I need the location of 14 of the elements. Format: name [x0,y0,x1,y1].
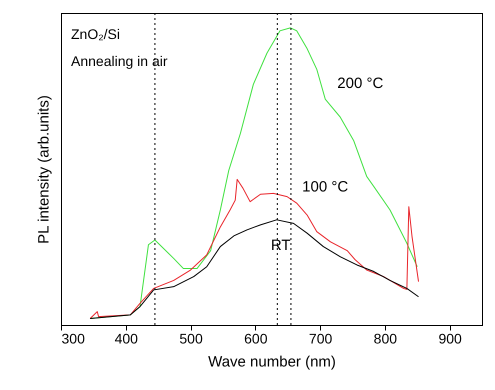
x-tick-label: 400 [114,330,138,346]
annotation: ZnO₂/Si [71,26,120,42]
x-tick-label: 600 [244,330,268,346]
series-label: RT [270,236,291,254]
series-label: 200 °C [337,74,384,92]
x-tick-label: 300 [62,330,86,346]
x-axis-title: Wave number (nm) [208,354,336,370]
annotation: Annealing in air [71,53,168,69]
y-axis-title: PL intensity (arb.units) [36,95,52,244]
x-tick-label: 500 [179,330,203,346]
series-label: 100 °C [302,178,348,196]
x-tick-label: 700 [308,330,332,346]
x-tick-label: 900 [438,330,462,346]
x-tick-label: 800 [374,330,398,346]
